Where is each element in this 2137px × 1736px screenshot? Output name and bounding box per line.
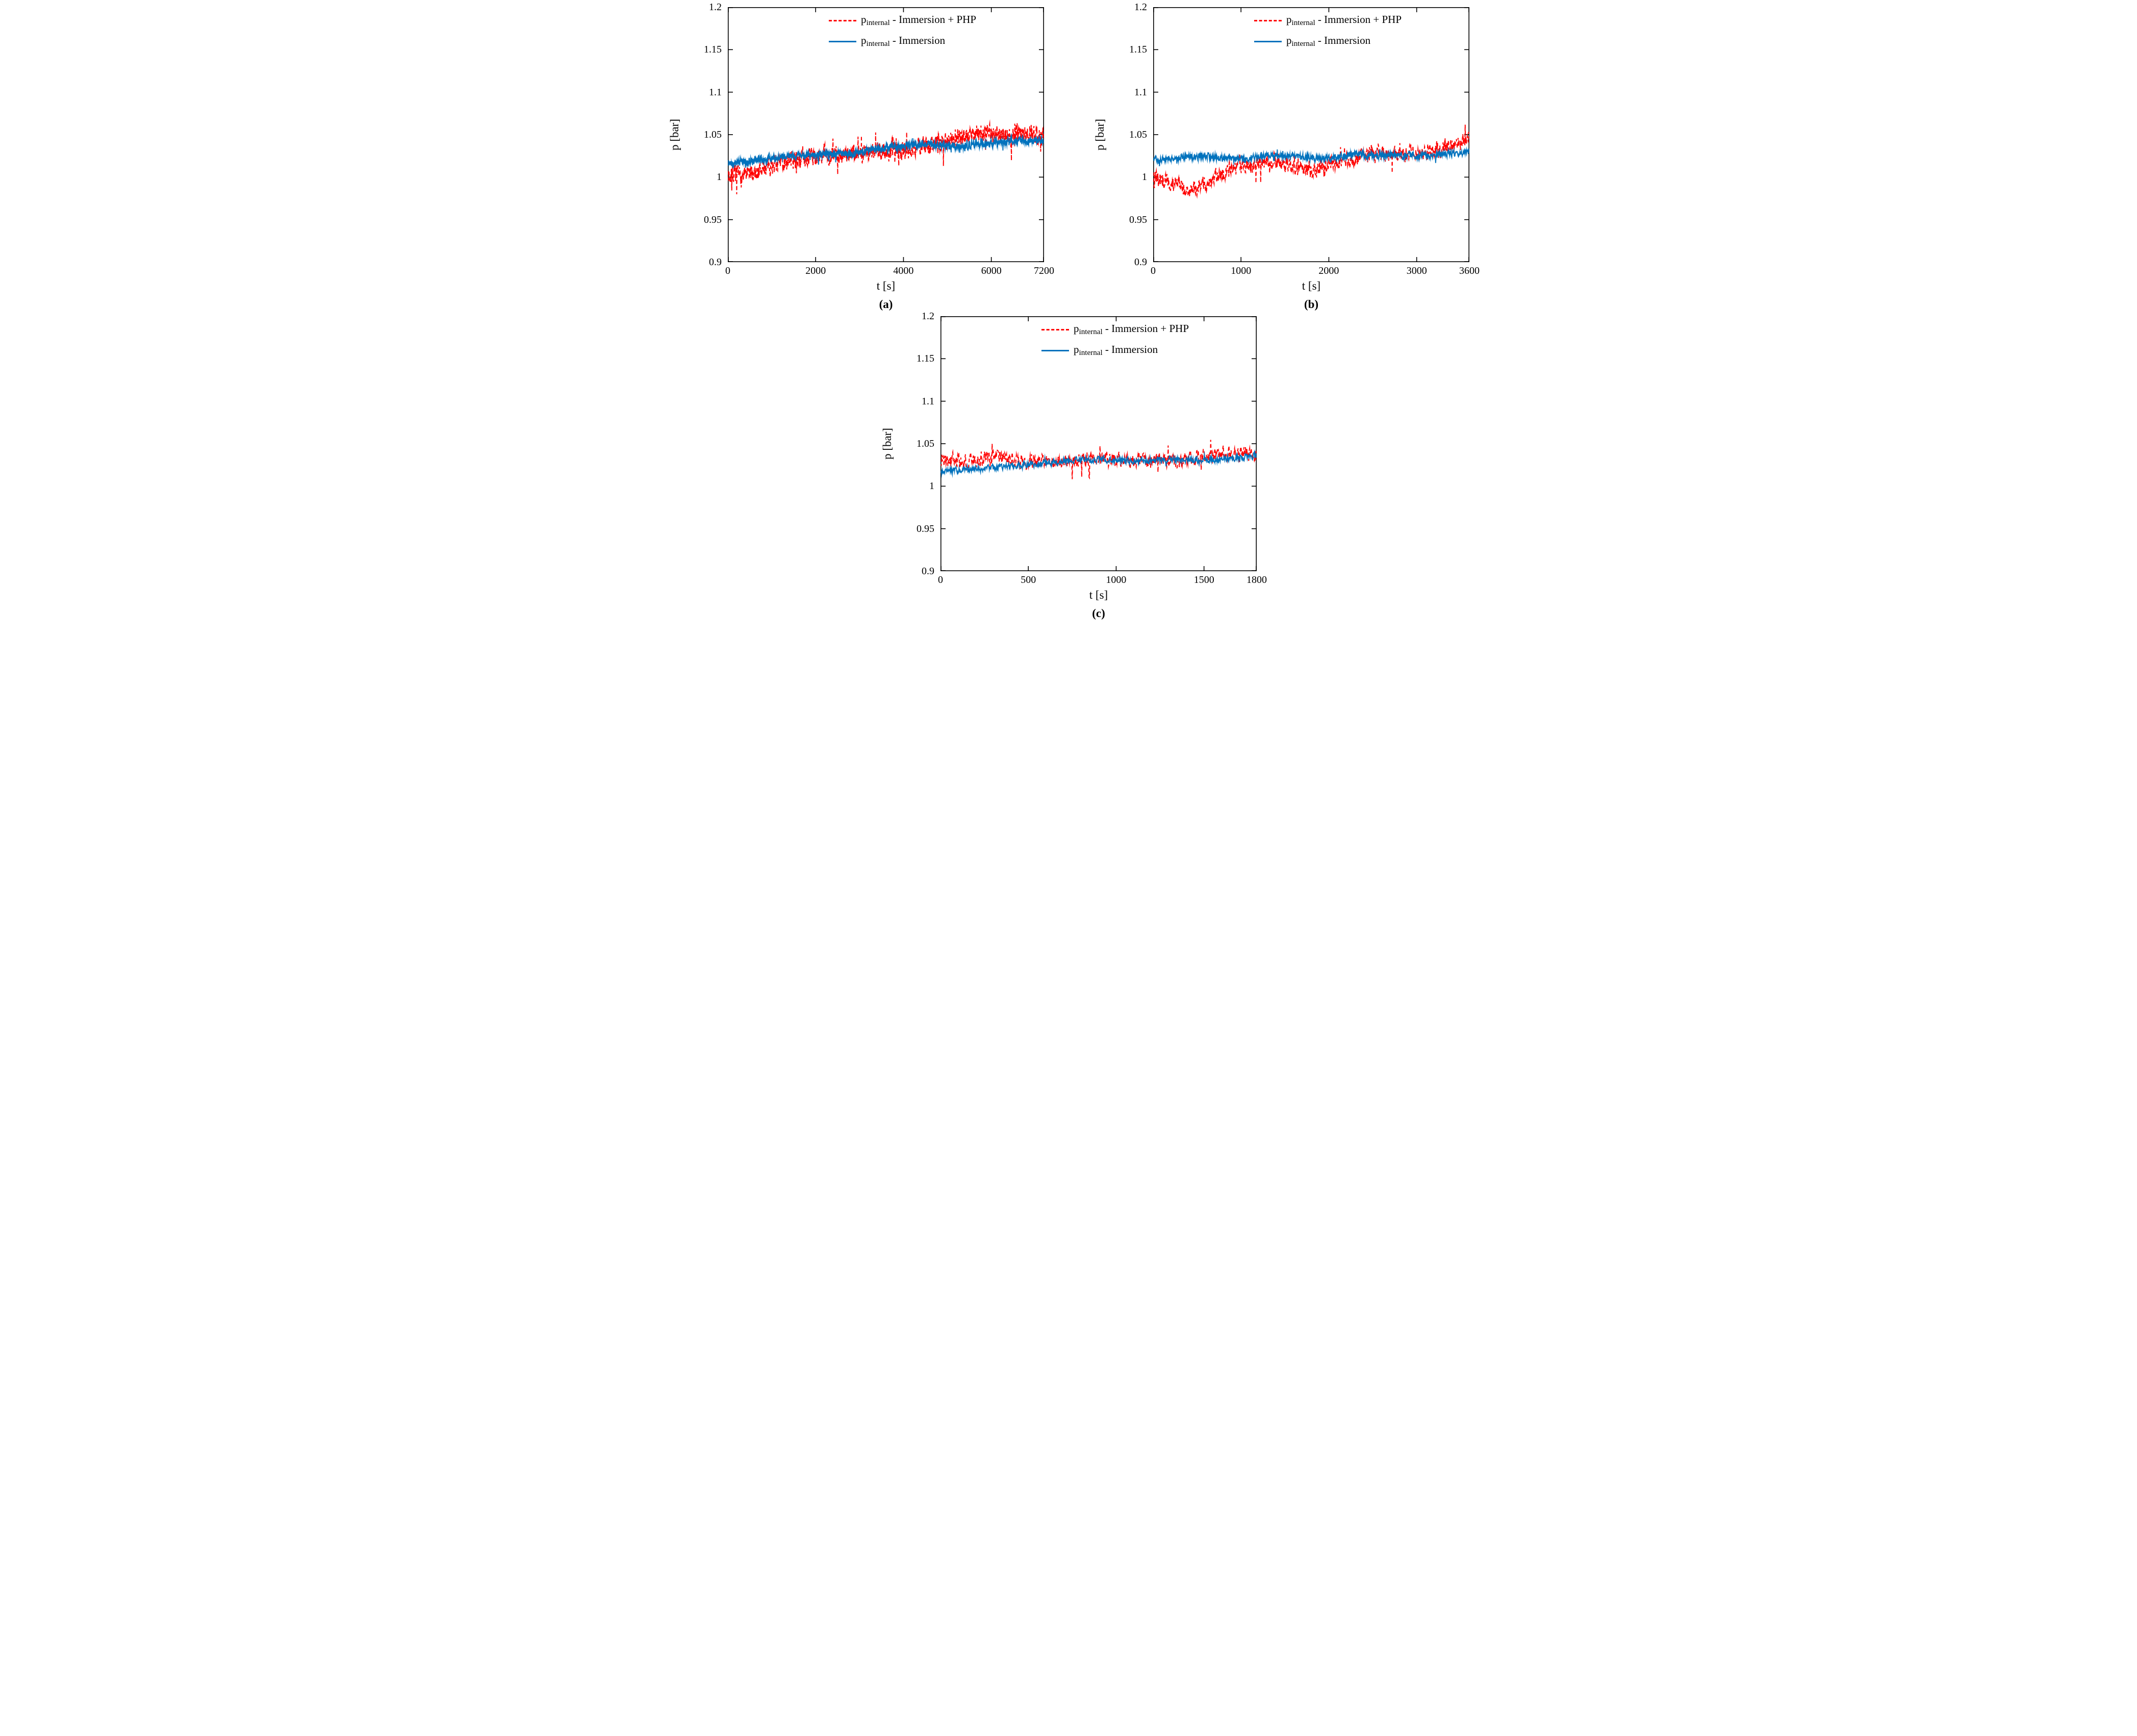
y-tick-label: 1.2 xyxy=(1134,2,1147,13)
chart-panel-c: p [bar] 0.9 0.95 1 1.05 1.1 1.15 1.2 pinternal… xyxy=(872,311,1267,620)
y-axis-ticks: 0.9 0.95 1 1.05 1.1 1.15 1.2 xyxy=(685,2,722,268)
legend-label: pinternal - Immersion + PHP xyxy=(861,13,976,28)
x-axis-label: t [s] xyxy=(876,279,896,292)
x-tick-label: 3000 xyxy=(1406,265,1427,276)
legend: pinternal - Immersion + PHP pinternal - … xyxy=(1254,13,1402,55)
y-tick-label: 0.9 xyxy=(1134,257,1147,268)
x-axis-ticks: 0 500 1000 1500 1800 xyxy=(938,571,1267,588)
x-axis-ticks: 0 1000 2000 3000 3600 xyxy=(1151,262,1480,278)
y-tick-label: 1.15 xyxy=(917,353,934,365)
figure-page: p [bar] 0.9 0.95 1 1.05 1.1 1.15 1.2 pinternal… xyxy=(641,0,1496,635)
x-tick-label: 1500 xyxy=(1193,574,1214,585)
plot-area-c: p [bar] 0.9 0.95 1 1.05 1.1 1.15 1.2 pinternal… xyxy=(881,311,1257,577)
x-tick-label: 500 xyxy=(1021,574,1036,585)
y-tick-label: 1.2 xyxy=(922,311,934,322)
y-axis-ticks: 0.9 0.95 1 1.05 1.1 1.15 1.2 xyxy=(1110,2,1147,268)
y-tick-label: 1.15 xyxy=(704,44,722,56)
y-tick-label: 1.2 xyxy=(709,2,722,13)
panel-caption-a: (a) xyxy=(879,298,893,311)
legend-entry-immersion-php: pinternal - Immersion + PHP xyxy=(1254,13,1402,28)
legend-line-dashed-red-icon xyxy=(1254,19,1282,21)
legend-entry-immersion: pinternal - Immersion xyxy=(1041,343,1189,358)
y-axis-ticks: 0.9 0.95 1 1.05 1.1 1.15 1.2 xyxy=(898,311,934,577)
y-tick-label: 0.9 xyxy=(709,257,722,268)
legend-entry-immersion: pinternal - Immersion xyxy=(829,34,976,48)
top-row: p [bar] 0.9 0.95 1 1.05 1.1 1.15 1.2 pinternal… xyxy=(641,2,1496,311)
panel-caption-b: (b) xyxy=(1304,298,1319,311)
x-tick-label: 2000 xyxy=(1318,265,1339,276)
chart-panel-a: p [bar] 0.9 0.95 1 1.05 1.1 1.15 1.2 pinternal… xyxy=(659,2,1054,311)
plot-canvas xyxy=(728,7,1044,262)
y-tick-label: 1.1 xyxy=(922,395,934,407)
x-axis-ticks: 0 2000 4000 6000 7200 xyxy=(725,262,1054,278)
legend-label: pinternal - Immersion xyxy=(1286,34,1371,48)
x-tick-label: 1000 xyxy=(1231,265,1252,276)
legend-entry-immersion: pinternal - Immersion xyxy=(1254,34,1402,48)
y-tick-label: 1.1 xyxy=(1134,86,1147,98)
y-tick-label: 1 xyxy=(717,171,722,183)
y-tick-label: 1.05 xyxy=(704,129,722,140)
plot-canvas xyxy=(1153,7,1469,262)
y-tick-label: 0.9 xyxy=(922,566,934,577)
y-tick-label: 0.95 xyxy=(1129,214,1147,225)
chart-panel-b: p [bar] 0.9 0.95 1 1.05 1.1 1.15 1.2 pinternal… xyxy=(1085,2,1480,311)
x-tick-label: 2000 xyxy=(805,265,826,276)
x-tick-label: 6000 xyxy=(981,265,1002,276)
x-tick-label: 0 xyxy=(1151,265,1156,276)
legend: pinternal - Immersion + PHP pinternal - … xyxy=(1041,322,1189,364)
legend-label: pinternal - Immersion xyxy=(1074,343,1158,358)
x-tick-label: 1800 xyxy=(1246,574,1267,585)
y-axis-label: p [bar] xyxy=(1093,119,1106,150)
legend: pinternal - Immersion + PHP pinternal - … xyxy=(829,13,976,55)
x-tick-label: 0 xyxy=(725,265,730,276)
legend-entry-immersion-php: pinternal - Immersion + PHP xyxy=(1041,322,1189,337)
y-tick-label: 1.05 xyxy=(917,438,934,449)
x-axis-label: t [s] xyxy=(1302,279,1321,292)
y-tick-label: 1 xyxy=(929,480,934,492)
y-tick-label: 1.1 xyxy=(709,86,722,98)
x-tick-label: 4000 xyxy=(893,265,914,276)
plot-area-b: p [bar] 0.9 0.95 1 1.05 1.1 1.15 1.2 pinternal… xyxy=(1093,2,1469,268)
plot-canvas xyxy=(940,316,1257,571)
plot-area-a: p [bar] 0.9 0.95 1 1.05 1.1 1.15 1.2 pinternal… xyxy=(668,2,1044,268)
y-tick-label: 1.05 xyxy=(1129,129,1147,140)
legend-line-solid-blue-icon xyxy=(829,40,856,42)
y-tick-label: 1 xyxy=(1142,171,1147,183)
y-tick-label: 0.95 xyxy=(917,523,934,534)
x-axis-label: t [s] xyxy=(1089,589,1108,601)
legend-line-dashed-red-icon xyxy=(829,19,856,21)
bottom-row: p [bar] 0.9 0.95 1 1.05 1.1 1.15 1.2 pinternal… xyxy=(641,311,1496,620)
legend-label: pinternal - Immersion + PHP xyxy=(1074,322,1189,337)
legend-line-solid-blue-icon xyxy=(1254,40,1282,42)
legend-label: pinternal - Immersion + PHP xyxy=(1286,13,1402,28)
y-tick-label: 0.95 xyxy=(704,214,722,225)
y-tick-label: 1.15 xyxy=(1129,44,1147,56)
x-tick-label: 3600 xyxy=(1459,265,1480,276)
x-tick-label: 7200 xyxy=(1034,265,1054,276)
y-axis-label: p [bar] xyxy=(668,119,681,150)
x-tick-label: 1000 xyxy=(1106,574,1127,585)
legend-entry-immersion-php: pinternal - Immersion + PHP xyxy=(829,13,976,28)
panel-caption-c: (c) xyxy=(1092,607,1105,620)
legend-line-dashed-red-icon xyxy=(1041,328,1069,330)
legend-line-solid-blue-icon xyxy=(1041,349,1069,351)
x-tick-label: 0 xyxy=(938,574,943,585)
y-axis-label: p [bar] xyxy=(881,428,894,459)
legend-label: pinternal - Immersion xyxy=(861,34,946,48)
